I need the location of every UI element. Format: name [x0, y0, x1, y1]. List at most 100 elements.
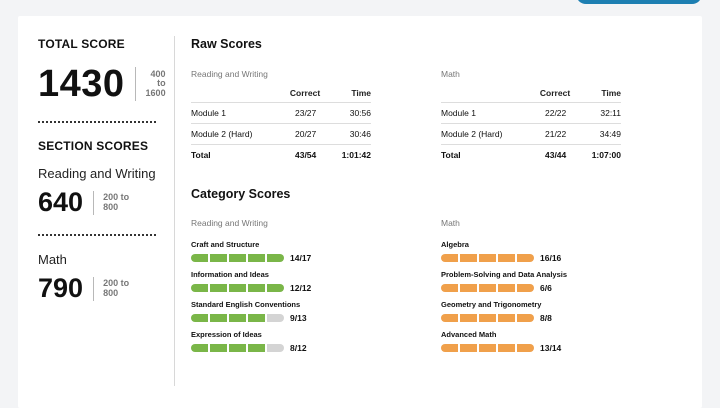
progress-segment [210, 314, 227, 322]
detail-panel: Raw Scores Reading and Writing Correct T… [191, 37, 691, 353]
section-score-value: 790 [38, 273, 84, 303]
category-item: Standard English Conventions 9/13 [191, 300, 431, 323]
progress-segment [229, 344, 246, 352]
progress-segment [191, 254, 208, 262]
table-cell: Module 2 (Hard) [441, 129, 503, 139]
progress-segment [479, 314, 496, 322]
progress-segment [229, 314, 246, 322]
table-cell: 22/22 [544, 108, 567, 118]
total-score-value: 1430 [38, 63, 125, 105]
category-item: Advanced Math 13/14 [441, 330, 681, 353]
progress-segment [460, 254, 477, 262]
progress-segment [517, 344, 534, 352]
progress-segment [267, 254, 284, 262]
progress-segment [248, 314, 265, 322]
table-cell: 21/22 [544, 129, 567, 139]
range-line: 200 to [103, 192, 130, 203]
score-summary: TOTAL SCORE 1430 400 to 1600 SECTION SCO… [38, 37, 178, 302]
table-cell: 30:56 [349, 108, 371, 118]
range-line: 200 to [103, 278, 130, 289]
progress-segment [441, 254, 458, 262]
range-line: 1600 [145, 87, 166, 98]
section-name: Math [38, 252, 67, 267]
section-scores-label: SECTION SCORES [38, 139, 149, 153]
progress-segment [517, 254, 534, 262]
progress-segment [267, 344, 284, 352]
category-bar-row: 6/6 [441, 283, 681, 293]
range-line: 400 [150, 68, 166, 79]
category-name: Information and Ideas [191, 270, 269, 279]
progress-segment [191, 284, 208, 292]
category-group-math: Algebra 16/16 Problem-Solving and Data Ana… [441, 240, 681, 360]
section-score-row: 640 200 to 800 [38, 189, 178, 216]
table-cell: Module 1 [191, 108, 226, 118]
category-score: 9/13 [290, 313, 307, 323]
progress-segment [191, 344, 208, 352]
progress-segment [210, 254, 227, 262]
category-item: Problem-Solving and Data Analysis 6/6 [441, 270, 681, 293]
category-name: Geometry and Trigonometry [441, 300, 542, 309]
dotted-divider [38, 121, 156, 123]
table-cell: 23/27 [294, 108, 317, 118]
category-group-subject: Reading and Writing [191, 218, 268, 228]
raw-scores-heading: Raw Scores [191, 37, 262, 51]
raw-table-subject: Math [441, 69, 460, 79]
progress-segment [210, 344, 227, 352]
progress-segment [460, 344, 477, 352]
category-bar-row: 13/14 [441, 343, 681, 353]
table-cell: 1:01:42 [341, 150, 371, 160]
progress-segment [498, 284, 515, 292]
progress-segment [517, 314, 534, 322]
raw-scores-table-reading: Correct Time Module 1 23/27 30:56 Module… [191, 84, 371, 165]
header-cell: Correct [539, 88, 571, 98]
range-line: 800 [103, 201, 119, 212]
progress-segment [517, 284, 534, 292]
category-bar-row: 8/8 [441, 313, 681, 323]
table-row: Module 2 (Hard) 21/22 34:49 [441, 124, 621, 145]
progress-segment [460, 284, 477, 292]
category-bar-row: 8/12 [191, 343, 431, 353]
category-bar-row: 14/17 [191, 253, 431, 263]
section-score-range: 200 to 800 [93, 190, 130, 215]
category-name: Advanced Math [441, 330, 497, 339]
progress-segment [248, 254, 265, 262]
category-scores-heading: Category Scores [191, 187, 291, 201]
table-row-total: Total 43/44 1:07:00 [441, 145, 621, 165]
category-score: 12/12 [290, 283, 312, 293]
category-group-subject: Math [441, 218, 460, 228]
category-name: Craft and Structure [191, 240, 260, 249]
progress-segment [479, 254, 496, 262]
category-progress-bar [441, 254, 536, 262]
table-cell: Module 2 (Hard) [191, 129, 253, 139]
score-report-card: TOTAL SCORE 1430 400 to 1600 SECTION SCO… [18, 16, 702, 408]
progress-segment [441, 314, 458, 322]
total-score-row: 1430 400 to 1600 [38, 65, 178, 103]
table-cell: 43/54 [294, 150, 317, 160]
dotted-divider [38, 234, 156, 236]
table-row-total: Total 43/54 1:01:42 [191, 145, 371, 165]
table-cell: 43/44 [544, 150, 567, 160]
category-item: Geometry and Trigonometry 8/8 [441, 300, 681, 323]
progress-segment [441, 284, 458, 292]
column-divider [174, 36, 175, 386]
progress-segment [229, 284, 246, 292]
table-cell: Total [191, 150, 211, 160]
progress-segment [267, 284, 284, 292]
category-item: Algebra 16/16 [441, 240, 681, 263]
table-header: Correct Time [191, 84, 371, 103]
category-bar-row: 12/12 [191, 283, 431, 293]
category-group-reading: Craft and Structure 14/17 Information and … [191, 240, 431, 360]
category-item: Information and Ideas 12/12 [191, 270, 431, 293]
progress-segment [210, 284, 227, 292]
category-score: 16/16 [540, 253, 562, 263]
progress-segment [229, 254, 246, 262]
category-score: 6/6 [540, 283, 552, 293]
category-item: Expression of Ideas 8/12 [191, 330, 431, 353]
progress-segment [191, 314, 208, 322]
category-score: 14/17 [290, 253, 312, 263]
progress-segment [498, 344, 515, 352]
total-score-label: TOTAL SCORE [38, 37, 125, 51]
total-score-range: 400 to 1600 [134, 67, 166, 101]
top-action-button[interactable] [576, 0, 702, 4]
header-cell: Time [601, 88, 621, 98]
